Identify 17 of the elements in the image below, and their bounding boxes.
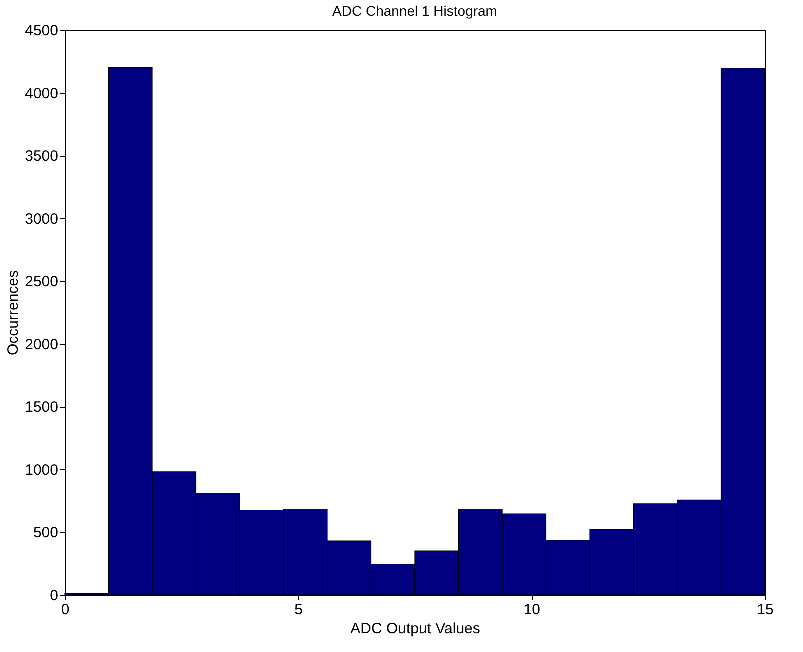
x-tick-label: 10 — [524, 602, 541, 618]
y-tick-label: 4000 — [25, 85, 58, 102]
y-tick-label: 1000 — [25, 462, 58, 479]
y-tick-label: 0 — [50, 588, 58, 604]
y-tick-label: 500 — [33, 524, 58, 542]
y-tick-label: 2000 — [25, 336, 58, 354]
y-tick-label: 3000 — [25, 210, 58, 228]
x-tick-label: 5 — [294, 602, 304, 618]
y-axis-title: Occurrences — [5, 270, 22, 356]
y-tick-label: 1500 — [25, 399, 58, 416]
y-tick-label: 3500 — [25, 148, 58, 166]
x-tick-label: 0 — [61, 602, 70, 618]
y-tick-label: 4500 — [25, 22, 58, 40]
chart-title: ADC Channel 1 Histogram — [332, 3, 498, 19]
x-tick-label: 15 — [757, 602, 774, 618]
y-tick-label: 2500 — [25, 274, 58, 291]
x-axis-title: ADC Output Values — [350, 620, 480, 638]
